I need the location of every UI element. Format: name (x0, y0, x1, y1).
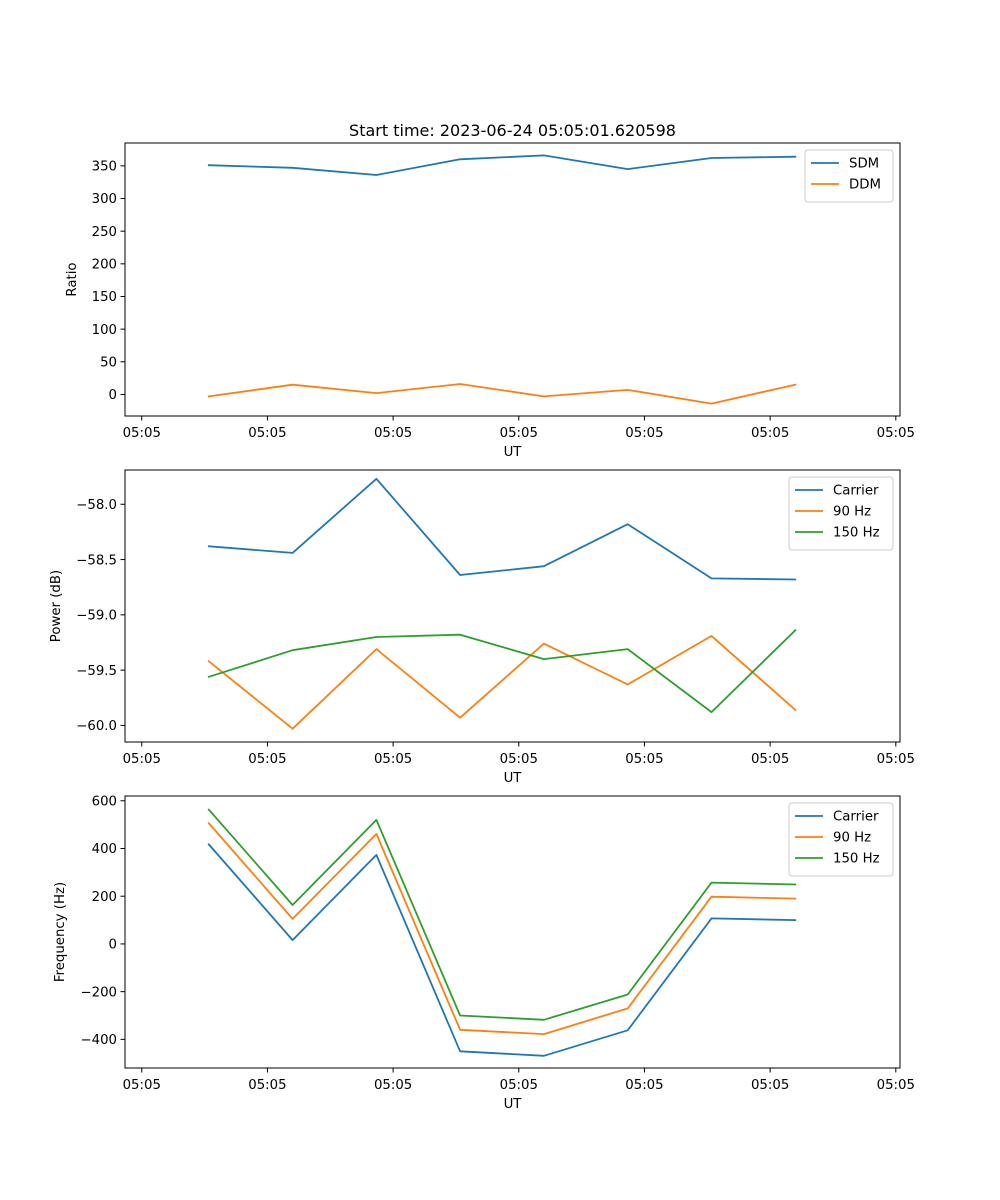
y-tick-label: 400 (92, 842, 117, 857)
series-line-ddm (207, 383, 797, 405)
x-tick-label: 05:05 (877, 426, 915, 441)
series-line-carrier (207, 843, 797, 1057)
x-tick-label: 05:05 (500, 426, 538, 441)
series-line-150-hz (207, 629, 797, 713)
y-tick-label: 100 (92, 323, 117, 338)
subplot-3: 05:05 05:05 05:05 05:05 05:05 05:05 05:05 −400 −… (53, 794, 915, 1112)
y-tick-label: 600 (92, 794, 117, 809)
y-tick-label: −60.0 (76, 719, 117, 734)
legend: Carrier 90 Hz 150 Hz (788, 802, 894, 877)
legend-label: 150 Hz (833, 852, 880, 867)
x-tick-label: 05:05 (374, 426, 412, 441)
x-tick-label: 05:05 (248, 752, 286, 767)
x-axis-label: UT (504, 445, 523, 460)
x-tick-label: 05:05 (248, 1078, 286, 1093)
plot-frame (124, 795, 901, 1069)
x-axis-label: UT (504, 771, 523, 786)
x-tick-label: 05:05 (374, 1078, 412, 1093)
x-tick-label: 05:05 (751, 1078, 789, 1093)
subplot-1: 05:05 05:05 05:05 05:05 05:05 05:05 05:05 0 50 10… (65, 142, 915, 460)
x-tick-label: 05:05 (625, 752, 663, 767)
x-tick-label: 05:05 (751, 426, 789, 441)
y-tick-label: 350 (92, 160, 117, 175)
x-tick-label: 05:05 (877, 1078, 915, 1093)
legend-label: 150 Hz (833, 526, 880, 541)
y-tick-label: 50 (100, 355, 117, 370)
x-tick-label: 05:05 (248, 426, 286, 441)
series-line-150-hz (207, 808, 797, 1021)
plot-frame (124, 142, 901, 417)
y-tick-label: 0 (109, 938, 117, 953)
legend-label: Carrier (833, 484, 879, 499)
y-tick-label: −59.5 (76, 664, 117, 679)
y-tick-label: −200 (80, 985, 117, 1000)
legend: Carrier 90 Hz 150 Hz (788, 476, 894, 551)
series-line-sdm (207, 154, 797, 176)
y-tick-label: 150 (92, 290, 117, 305)
x-tick-label: 05:05 (625, 426, 663, 441)
y-tick-label: 250 (92, 225, 117, 240)
legend: SDM DDM (804, 149, 894, 203)
y-tick-label: −58.0 (76, 498, 117, 513)
x-axis-label: UT (504, 1097, 523, 1112)
y-tick-label: 300 (92, 192, 117, 207)
y-axis-label: Power (dB) (49, 570, 64, 642)
x-tick-label: 05:05 (751, 752, 789, 767)
y-tick-label: −59.0 (76, 609, 117, 624)
subplots: 05:05 05:05 05:05 05:05 05:05 05:05 05:05 0 50 10… (49, 142, 915, 1112)
legend-label: DDM (849, 178, 881, 193)
series-line-90-hz (207, 821, 797, 1035)
x-tick-label: 05:05 (123, 752, 161, 767)
x-tick-label: 05:05 (500, 1078, 538, 1093)
y-tick-label: −58.5 (76, 553, 117, 568)
subplot-2: 05:05 05:05 05:05 05:05 05:05 05:05 05:05 −60.0… (49, 469, 915, 786)
y-tick-label: 0 (109, 388, 117, 403)
y-axis-label: Ratio (65, 262, 80, 296)
legend-label: 90 Hz (833, 831, 871, 846)
x-tick-label: 05:05 (123, 426, 161, 441)
legend-label: SDM (849, 157, 879, 172)
x-tick-label: 05:05 (625, 1078, 663, 1093)
series-line-carrier (207, 477, 797, 581)
x-tick-label: 05:05 (123, 1078, 161, 1093)
legend-label: Carrier (833, 810, 879, 825)
y-axis-label: Frequency (Hz) (53, 882, 68, 982)
y-tick-label: −400 (80, 1033, 117, 1048)
series-line-90-hz (207, 635, 797, 730)
plot-frame (124, 469, 901, 743)
legend-label: 90 Hz (833, 505, 871, 520)
figure-title: Start time: 2023-06-24 05:05:01.620598 (349, 121, 676, 140)
x-tick-label: 05:05 (877, 752, 915, 767)
x-tick-label: 05:05 (374, 752, 412, 767)
x-tick-label: 05:05 (500, 752, 538, 767)
y-tick-label: 200 (92, 258, 117, 273)
y-tick-label: 200 (92, 890, 117, 905)
